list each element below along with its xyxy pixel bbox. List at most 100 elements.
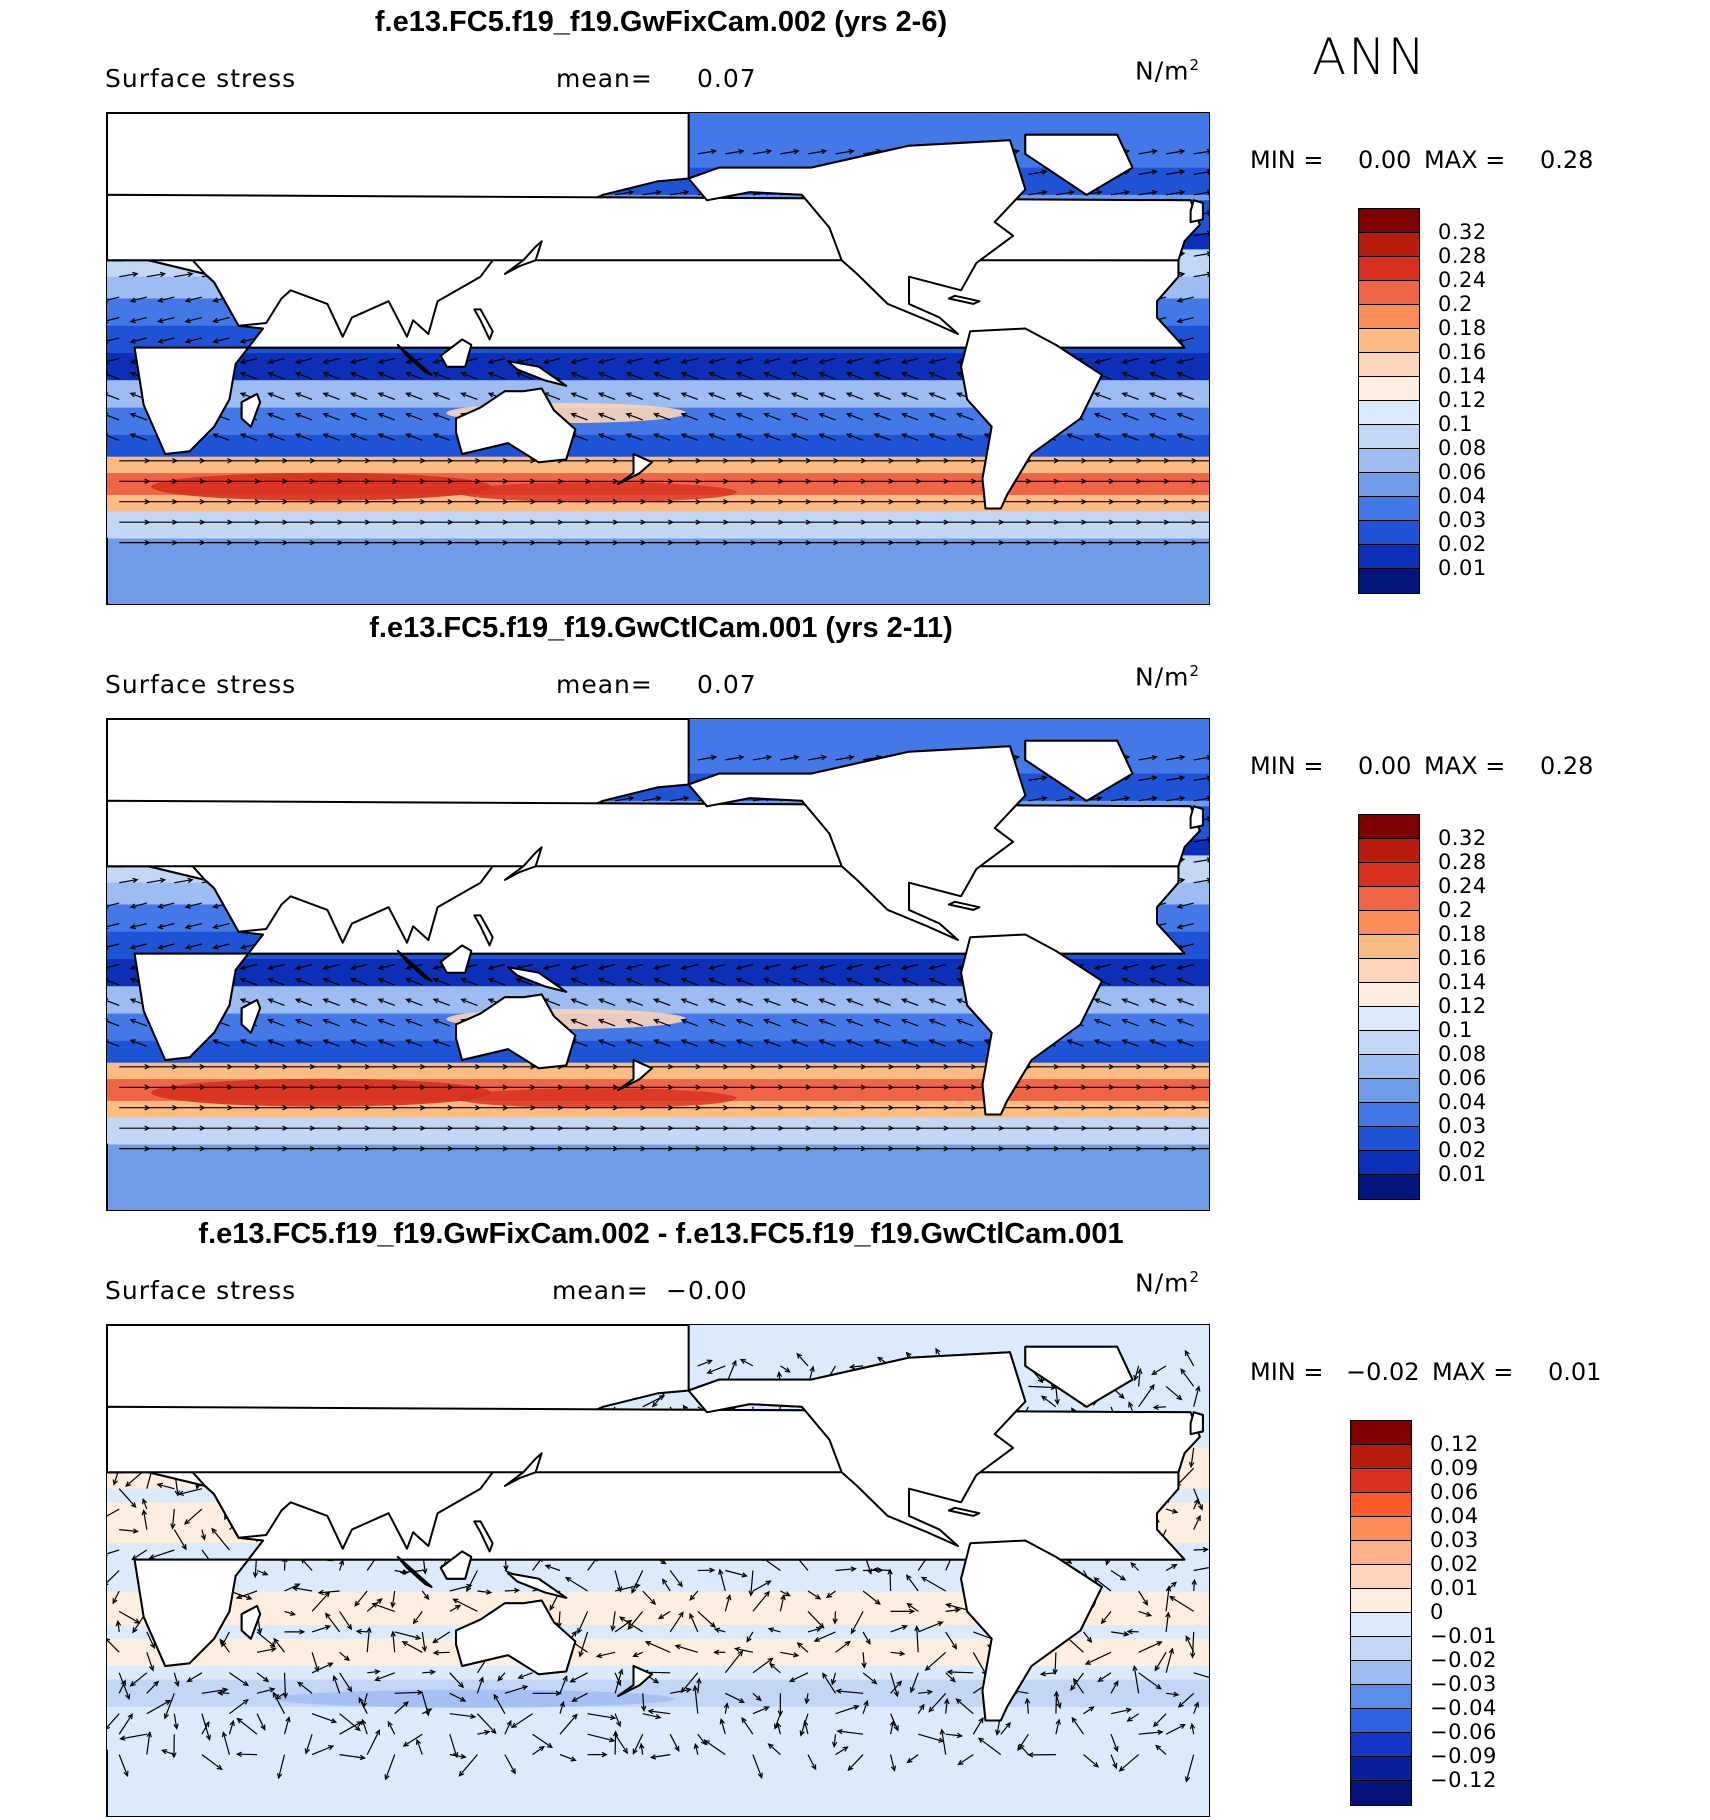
colorbar-swatch — [1359, 401, 1419, 425]
colorbar-swatch — [1359, 935, 1419, 959]
colorbar-tick-label: 0.2 — [1438, 898, 1473, 922]
colorbar-swatch — [1359, 329, 1419, 353]
panel-2-colorbar: 0.32 0.28 0.24 0.2 0.18 0.16 0.14 0.12 0.1 0.08 0.… — [1358, 814, 1558, 1200]
colorbar-tick-label: 0.06 — [1430, 1480, 1479, 1504]
colorbar-tick-label: 0.28 — [1438, 850, 1487, 874]
panel-3-mean-value: −0.00 — [666, 1276, 748, 1305]
colorbar-tick-label: 0.09 — [1430, 1456, 1479, 1480]
colorbar-tick-label: 0.1 — [1438, 1018, 1473, 1042]
colorbar-tick-label: 0.03 — [1438, 508, 1487, 532]
panel-3-field-label: Surface stress — [105, 1276, 297, 1305]
colorbar-tick-label: 0.16 — [1438, 946, 1487, 970]
panel-2-min-label: MIN = — [1250, 752, 1324, 780]
panel-3-colorbar: 0.12 0.09 0.06 0.04 0.03 0.02 0.01 0 −0.01 −0.02−… — [1350, 1420, 1560, 1806]
colorbar-tick-label: 0.08 — [1438, 436, 1487, 460]
colorbar-swatch — [1359, 425, 1419, 449]
colorbar-swatch — [1351, 1421, 1411, 1445]
colorbar-swatch — [1359, 983, 1419, 1007]
colorbar-swatch — [1359, 497, 1419, 521]
colorbar-swatch — [1359, 887, 1419, 911]
colorbar-swatch — [1359, 863, 1419, 887]
colorbar-box — [1358, 814, 1420, 1200]
colorbar-swatch — [1359, 1103, 1419, 1127]
colorbar-tick-label: −0.03 — [1430, 1672, 1497, 1696]
colorbar-swatch — [1359, 1079, 1419, 1103]
panel-2-mean-value: 0.07 — [697, 670, 757, 699]
colorbar-swatch — [1359, 815, 1419, 839]
colorbar-tick-label: 0.18 — [1438, 316, 1487, 340]
colorbar-swatch — [1359, 209, 1419, 233]
panel-1-minmax: MIN = 0.00 MAX = 0.28 — [1250, 146, 1650, 176]
panel-2-title: f.e13.FC5.f19_f19.GwCtlCam.001 (yrs 2-11… — [369, 612, 953, 644]
colorbar-swatch — [1351, 1781, 1411, 1805]
colorbar-swatch — [1359, 473, 1419, 497]
colorbar-swatch — [1351, 1685, 1411, 1709]
colorbar-swatch — [1359, 839, 1419, 863]
colorbar-swatch — [1351, 1565, 1411, 1589]
colorbar-swatch — [1359, 569, 1419, 593]
panel-3-max-value: 0.01 — [1548, 1358, 1602, 1386]
colorbar-swatch — [1351, 1589, 1411, 1613]
colorbar-tick-label: 0.18 — [1438, 922, 1487, 946]
panel-1-map-svg — [107, 113, 1209, 604]
colorbar-tick-label: 0.12 — [1438, 994, 1487, 1018]
colorbar-swatch — [1359, 1151, 1419, 1175]
panel-3-max-label: MAX = — [1432, 1358, 1514, 1386]
colorbar-swatch — [1359, 1055, 1419, 1079]
colorbar-tick-label: 0.12 — [1438, 388, 1487, 412]
panel-1-max-value: 0.28 — [1540, 146, 1594, 174]
panel-1-mean-label: mean= — [556, 64, 653, 93]
panel-1-min-label: MIN = — [1250, 146, 1324, 174]
colorbar-tick-label: 0.08 — [1438, 1042, 1487, 1066]
colorbar-swatch — [1359, 1127, 1419, 1151]
colorbar-tick-label: 0.06 — [1438, 1066, 1487, 1090]
panel-1-colorbar: 0.32 0.28 0.24 0.2 0.18 0.16 0.14 0.12 0.1 0.08 0.… — [1358, 208, 1558, 594]
colorbar-tick-label: 0.03 — [1430, 1528, 1479, 1552]
panel-1-map — [106, 112, 1210, 605]
colorbar-tick-label: 0.01 — [1438, 556, 1487, 580]
colorbar-tick-label: 0.32 — [1438, 220, 1487, 244]
panel-1-max-label: MAX = — [1424, 146, 1506, 174]
colorbar-swatch — [1359, 959, 1419, 983]
colorbar-tick-label: 0.01 — [1438, 1162, 1487, 1186]
panel-1-min-value: 0.00 — [1358, 146, 1412, 174]
panel-2-max-label: MAX = — [1424, 752, 1506, 780]
colorbar-tick-label: 0.2 — [1438, 292, 1473, 316]
colorbar-box — [1350, 1420, 1412, 1806]
colorbar-tick-label: −0.01 — [1430, 1624, 1497, 1648]
colorbar-swatch — [1359, 377, 1419, 401]
colorbar-swatch — [1359, 281, 1419, 305]
colorbar-tick-label: 0.16 — [1438, 340, 1487, 364]
panel-1-units: N/m2 — [1135, 56, 1201, 86]
panel-2-map-svg — [107, 719, 1209, 1210]
colorbar-tick-label: 0 — [1430, 1600, 1444, 1624]
panel-1-units-exponent: 2 — [1189, 56, 1201, 74]
panel-3-units-exponent: 2 — [1189, 1268, 1201, 1286]
colorbar-tick-label: 0.14 — [1438, 970, 1487, 994]
colorbar-swatch — [1359, 1031, 1419, 1055]
colorbar-tick-label: −0.06 — [1430, 1720, 1497, 1744]
colorbar-tick-label: 0.02 — [1430, 1552, 1479, 1576]
panel-3-minmax: MIN = −0.02 MAX = 0.01 — [1250, 1358, 1650, 1388]
colorbar-swatch — [1351, 1613, 1411, 1637]
colorbar-swatch — [1351, 1445, 1411, 1469]
colorbar-tick-label: 0.02 — [1438, 532, 1487, 556]
colorbar-swatch — [1351, 1469, 1411, 1493]
colorbar-tick-label: 0.04 — [1438, 1090, 1487, 1114]
colorbar-swatch — [1359, 1007, 1419, 1031]
colorbar-swatch — [1359, 233, 1419, 257]
colorbar-tick-label: 0.24 — [1438, 874, 1487, 898]
colorbar-tick-label: 0.12 — [1430, 1432, 1479, 1456]
colorbar-swatch — [1351, 1637, 1411, 1661]
colorbar-swatch — [1359, 911, 1419, 935]
panel-3-title: f.e13.FC5.f19_f19.GwFixCam.002 - f.e13.F… — [198, 1218, 1124, 1250]
colorbar-swatch — [1359, 353, 1419, 377]
colorbar-tick-label: −0.04 — [1430, 1696, 1497, 1720]
colorbar-swatch — [1359, 1175, 1419, 1199]
colorbar-tick-label: −0.12 — [1430, 1768, 1497, 1792]
panel-3-units: N/m2 — [1135, 1268, 1201, 1298]
panel-1-field-label: Surface stress — [105, 64, 297, 93]
colorbar-swatch — [1351, 1709, 1411, 1733]
panel-2-minmax: MIN = 0.00 MAX = 0.28 — [1250, 752, 1650, 782]
panel-3-mean-label: mean= — [552, 1276, 649, 1305]
